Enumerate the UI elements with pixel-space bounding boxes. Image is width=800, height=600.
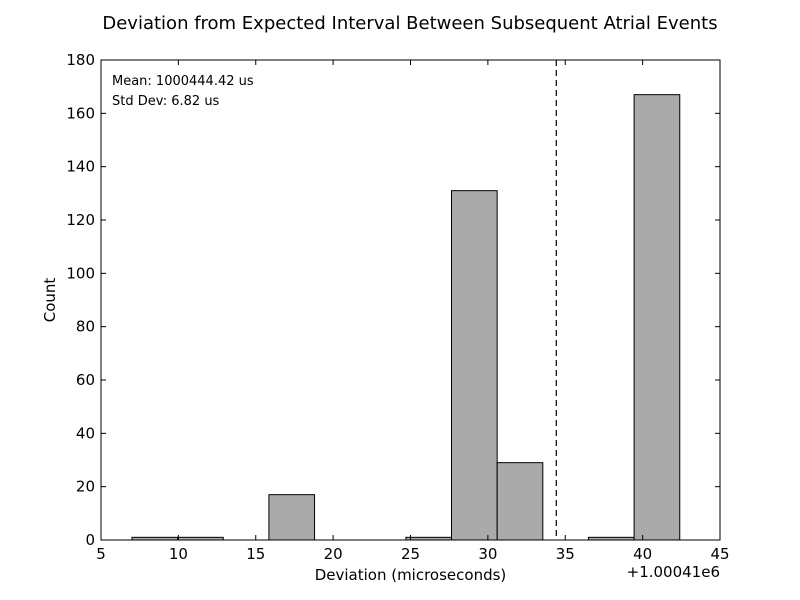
y-tick-label: 160 — [66, 104, 95, 122]
x-tick-label: 5 — [96, 545, 106, 563]
x-axis-label: Deviation (microseconds) — [315, 566, 507, 584]
y-axis-label: Count — [41, 278, 59, 323]
x-tick-label: 20 — [324, 545, 343, 563]
y-tick-label: 40 — [76, 424, 95, 442]
y-tick-label: 140 — [66, 158, 95, 176]
histogram-bar-8 — [496, 462, 544, 541]
y-tick-label: 120 — [66, 211, 95, 229]
y-tick-label: 0 — [85, 531, 95, 549]
plot-frame — [100, 59, 721, 541]
histogram-bar-3 — [268, 494, 316, 541]
mean-annotation: Mean: 1000444.42 us — [112, 74, 254, 89]
x-tick-label: 15 — [246, 545, 265, 563]
y-tick-label: 20 — [76, 478, 95, 496]
y-tick-label: 100 — [66, 264, 95, 282]
std-dev-annotation: Std Dev: 6.82 us — [112, 94, 220, 109]
x-tick-label: 40 — [633, 545, 652, 563]
x-tick-label: 10 — [169, 545, 188, 563]
y-tick-label: 180 — [66, 51, 95, 69]
bars-layer — [131, 94, 681, 541]
x-tick-label: 35 — [556, 545, 575, 563]
y-tick-label: 80 — [76, 318, 95, 336]
x-tick-label: 30 — [478, 545, 497, 563]
x-tick-label: 45 — [710, 545, 729, 563]
ticks-layer: 5 10 15 20 25 30 35 40 45 0 20 40 60 80 100 120 140 160 18… — [66, 51, 729, 563]
x-tick-label: 25 — [401, 545, 420, 563]
chart-title: Deviation from Expected Interval Between… — [102, 13, 717, 34]
y-tick-label: 60 — [76, 371, 95, 389]
histogram-bar-7 — [451, 190, 498, 541]
x-axis-offset-label: +1.00041e6 — [627, 563, 720, 581]
histogram-bar-11 — [633, 94, 681, 541]
